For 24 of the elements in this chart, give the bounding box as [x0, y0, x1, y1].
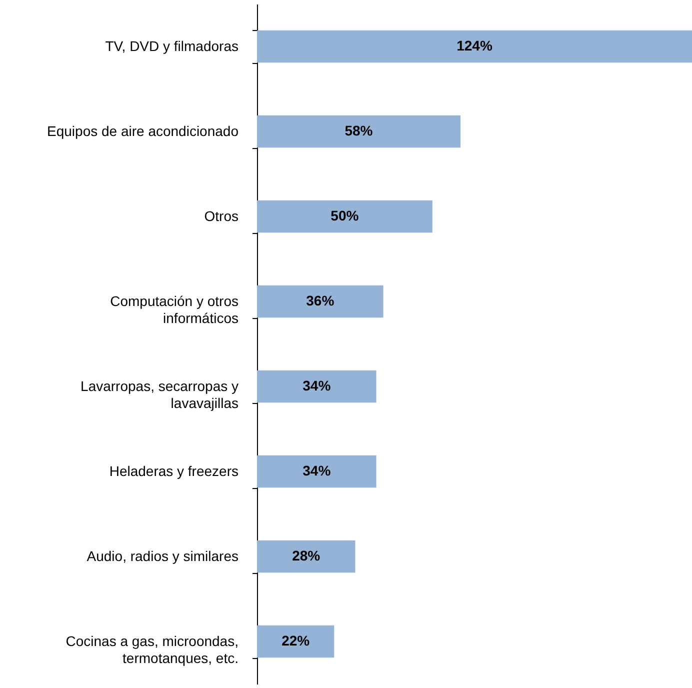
- bar: [257, 370, 376, 403]
- bar: [257, 115, 460, 148]
- data-label: 124%: [456, 38, 493, 54]
- data-label: 36%: [306, 292, 335, 308]
- bar: [257, 30, 692, 63]
- y-tick-label: Otros: [204, 208, 238, 224]
- y-tick-label: Lavarropas, secarropas y lavavajillas: [80, 378, 238, 411]
- data-label: 34%: [302, 462, 332, 478]
- data-label: 34%: [302, 378, 332, 394]
- y-tick-label: Heladeras y freezers: [109, 463, 238, 479]
- y-tick-label: Audio, radios y similares: [86, 548, 238, 564]
- y-tick-label: TV, DVD y filmadoras: [105, 38, 238, 54]
- y-tick-label: Equipos de aire acondicionado: [47, 123, 239, 139]
- bar: [257, 540, 356, 573]
- data-label: 50%: [330, 208, 360, 224]
- data-label: 22%: [282, 632, 310, 648]
- bar: [257, 285, 384, 318]
- y-tick-label: Computación y otros informáticos: [110, 293, 238, 326]
- bar: [257, 625, 334, 658]
- data-label: 58%: [344, 122, 374, 138]
- y-tick-label: Cocinas a gas, microondas, termotanques, etc.: [66, 633, 238, 666]
- bar: [257, 455, 376, 488]
- data-label: 28%: [292, 548, 321, 564]
- bar: [257, 200, 432, 233]
